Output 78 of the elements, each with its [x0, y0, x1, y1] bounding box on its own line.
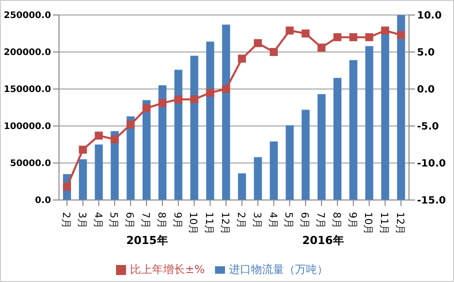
x-tick-label: 9月: [346, 212, 358, 228]
bar: [190, 56, 198, 200]
y2-tick-label: 5.0: [417, 48, 435, 59]
y-tick-label: 50000.0: [10, 159, 51, 170]
bar: [142, 100, 151, 200]
point: [254, 39, 262, 48]
bar: [174, 70, 182, 200]
bar: [206, 42, 214, 200]
bar: [349, 60, 358, 200]
x-tick-label: 5月: [282, 212, 294, 228]
point: [349, 33, 358, 42]
point: [397, 30, 406, 39]
x-tick-label: 7月: [314, 212, 326, 228]
x-tick-label: 2月: [60, 212, 71, 228]
point: [222, 85, 230, 93]
y2-tick-label: 0.0: [417, 84, 435, 96]
x-tick-label: 10月: [187, 212, 198, 235]
x-tick-label: 9月: [171, 212, 182, 228]
point: [78, 146, 87, 154]
point: [158, 99, 166, 108]
bar: [318, 94, 326, 200]
bar: [254, 157, 262, 200]
y-tick-label: 150000.0: [4, 85, 51, 96]
x-tick-label: 7月: [140, 212, 150, 228]
x-tick-label: 3月: [76, 212, 87, 228]
y2-tick-label: -10.0: [417, 158, 446, 170]
point: [286, 26, 294, 35]
point: [206, 88, 214, 97]
point: [110, 135, 119, 144]
legend-label: 进口物流量（万吨）: [228, 263, 328, 276]
x-tick-label: 6月: [298, 212, 310, 228]
text: 2016年: [301, 233, 345, 248]
bar: [302, 110, 310, 200]
x-tick-label: 4月: [266, 212, 278, 228]
y2-tick-label: 10.0: [417, 10, 442, 22]
y-tick-label: 200000.0: [4, 48, 51, 58]
x-tick-label: 5月: [108, 212, 119, 228]
x-tick-label: 6月: [124, 212, 135, 228]
point: [333, 33, 342, 42]
point: [142, 104, 150, 112]
x-tick-label: 12月: [219, 212, 230, 235]
bar: [78, 159, 87, 200]
point: [190, 95, 198, 104]
y-tick-label: 0.0: [35, 196, 51, 206]
point: [62, 182, 71, 191]
text: 2015年: [125, 233, 169, 248]
point: [94, 132, 103, 140]
bar: [238, 173, 246, 200]
point: [174, 95, 182, 104]
bar: [286, 125, 294, 200]
bar: [158, 85, 166, 200]
x-tick-label: 3月: [250, 212, 262, 228]
x-tick-label: 2月: [234, 212, 246, 228]
bar: [94, 144, 103, 200]
x-tick-label: 11月: [203, 212, 214, 235]
point: [270, 48, 278, 56]
bar: [365, 46, 374, 200]
point: [381, 26, 390, 35]
y2-tick-label: -15.0: [417, 196, 446, 207]
bar: [222, 24, 230, 200]
x-tick-label: 8月: [330, 212, 342, 228]
point: [126, 120, 135, 129]
x-tick-label: 11月: [378, 212, 390, 235]
point: [365, 33, 374, 42]
x-tick-label: 4月: [92, 212, 103, 228]
bar: [270, 142, 278, 200]
x-tick-label: 8月: [155, 212, 166, 228]
bar: [333, 78, 342, 200]
point: [318, 44, 326, 52]
y2-tick-label: -5.0: [417, 122, 439, 133]
x-tick-label: 12月: [394, 212, 406, 235]
point: [238, 54, 246, 63]
point: [302, 30, 310, 38]
y-tick-label: 100000.0: [4, 122, 51, 132]
x-tick-label: 10月: [362, 212, 374, 235]
bar: [397, 15, 406, 200]
y-tick-label: 250000.0: [4, 11, 51, 22]
legend-label: 比上年增长±%: [130, 263, 205, 276]
